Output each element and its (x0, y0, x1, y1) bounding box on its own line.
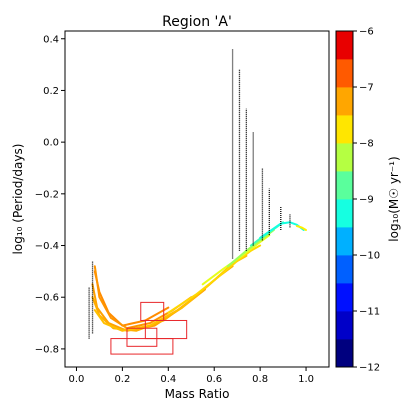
colorbar-label: log₁₀(M☉ yr⁻¹) (387, 156, 401, 241)
y-tick-label-1: −0.6 (35, 293, 59, 304)
track-10 (295, 225, 307, 231)
region-box-3 (110, 338, 174, 355)
x-axis-label: Mass Ratio (165, 387, 230, 401)
track-5 (167, 244, 262, 314)
x-tick-label-4: 0.8 (252, 374, 268, 385)
plot-boxes (110, 301, 188, 355)
track-0 (93, 270, 170, 327)
x-tick-label-5: 1.0 (298, 374, 314, 385)
x-axis-ticks: 0.0 0.2 0.4 0.6 0.8 1.0 (69, 367, 314, 385)
colorbar-tick-label-3: −9 (359, 195, 374, 206)
colorbar-tick-label-1: −11 (359, 307, 380, 318)
track-3 (91, 265, 234, 332)
y-tick-label-6: 0.4 (43, 34, 59, 45)
track-1 (93, 265, 193, 330)
track-7 (227, 229, 275, 268)
y-tick-label-3: −0.2 (35, 189, 59, 200)
x-tick-label-3: 0.6 (206, 374, 222, 385)
colorbar-band-2 (336, 283, 353, 312)
x-tick-label-1: 0.2 (114, 374, 130, 385)
y-tick-label-4: 0.0 (43, 138, 59, 149)
x-tick-label-2: 0.4 (160, 374, 176, 385)
colorbar-tick-label-4: −8 (359, 139, 374, 150)
y-tick-label-0: −0.8 (35, 344, 59, 355)
colorbar-ticks: −12 −11 −10 −9 −8 −7 −6 (353, 27, 380, 374)
y-axis-ticks: −0.8 −0.6 −0.4 −0.2 0.0 0.2 0.4 (35, 34, 65, 355)
colorbar-band-0 (336, 339, 353, 368)
colorbar-band-4 (336, 227, 353, 256)
plot-tracks (91, 221, 307, 332)
colorbar-band-1 (336, 311, 353, 340)
colorbar-band-9 (336, 87, 353, 116)
chart-title: Region 'A' (162, 14, 232, 30)
y-axis-label: log₁₀ (Period/days) (11, 144, 25, 255)
colorbar-band-11 (336, 31, 353, 60)
colorbar-band-6 (336, 171, 353, 200)
colorbar-band-3 (336, 255, 353, 284)
plot-vertical-lines (88, 49, 291, 339)
x-tick-label-0: 0.0 (69, 374, 85, 385)
colorbar-band-8 (336, 115, 353, 144)
track-4 (93, 254, 248, 332)
colorbar-band-7 (336, 143, 353, 172)
colorbar-tick-label-2: −10 (359, 251, 380, 262)
colorbar-tick-label-0: −12 (359, 363, 380, 374)
colorbar-tick-label-5: −7 (359, 83, 374, 94)
y-tick-label-5: 0.2 (43, 86, 59, 97)
y-tick-label-2: −0.4 (35, 241, 59, 252)
colorbar-tick-label-6: −6 (359, 27, 374, 38)
colorbar (335, 30, 354, 368)
plot-frame (64, 30, 330, 368)
region-box-2 (126, 327, 158, 347)
colorbar-band-10 (336, 59, 353, 88)
track-6 (201, 234, 271, 286)
colorbar-band-5 (336, 199, 353, 228)
